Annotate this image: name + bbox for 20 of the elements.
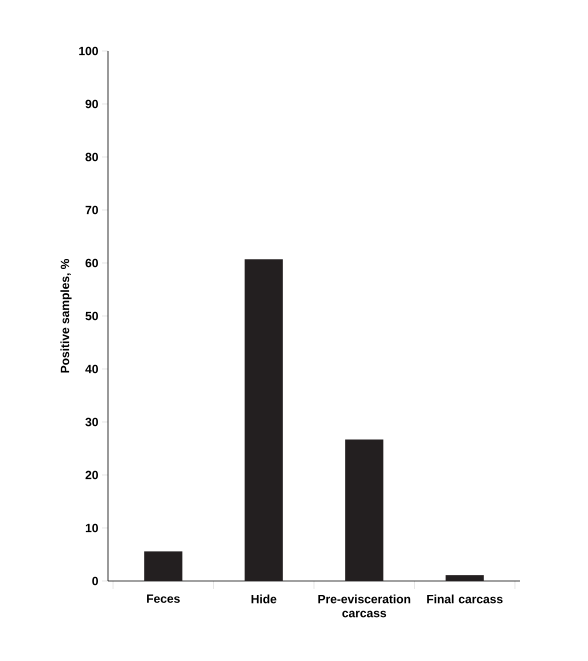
y-tick-label: 90 [86,100,98,108]
y-axis-title: Positive samples, % [60,258,72,373]
bar [446,575,484,581]
y-tick-label: 60 [86,258,98,268]
x-tick-label: Pre-evisceration carcass [318,594,410,618]
x-tick-label: Hide [252,594,276,604]
bar [144,551,182,581]
y-tick-label: 40 [85,364,98,374]
y-tick-label: 80 [85,152,98,162]
y-tick-label: 70 [86,206,98,214]
y-tick-label: 0 [92,576,98,586]
y-tick-label: 30 [85,418,98,426]
y-tick-label: 20 [86,470,98,480]
y-tick-label: 50 [85,312,98,320]
y-tick-label: 100 [79,46,98,56]
bar [345,439,384,581]
x-tick-label: Feces [147,594,180,603]
y-tick-label: 10 [86,524,98,532]
x-tick-label: Final carcass [427,594,503,604]
bar [244,259,283,581]
